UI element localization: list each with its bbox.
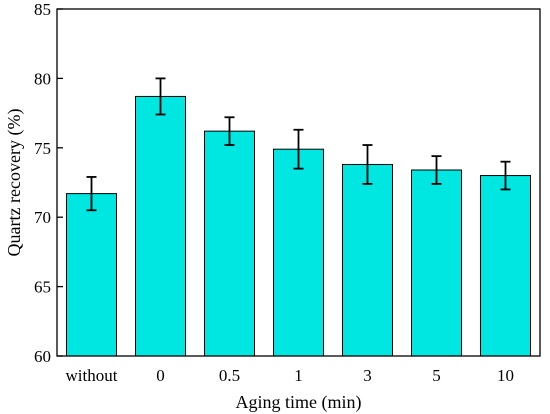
x-tick-label: without: [66, 366, 118, 385]
error-bar: [431, 155, 442, 185]
error-bar: [362, 144, 373, 185]
y-tick-label: 85: [34, 0, 51, 19]
bar-1: [273, 148, 324, 357]
error-bar: [86, 176, 97, 212]
y-tick-label: 60: [34, 347, 51, 366]
y-tick-label: 70: [34, 208, 51, 227]
x-tick-label: 5: [432, 366, 441, 385]
y-tick-label: 65: [34, 278, 51, 297]
x-tick-label: 0.5: [219, 366, 240, 385]
plot-frame: [56, 8, 541, 357]
error-bar: [155, 77, 166, 116]
bar-10: [480, 175, 531, 357]
y-tick-label: 80: [34, 69, 51, 88]
y-axis-title: Quartz recovery (%): [4, 109, 25, 257]
bars-layer: [66, 95, 531, 357]
error-bar: [500, 160, 511, 191]
y-tick-label: 75: [34, 139, 51, 158]
x-tick-label: 10: [497, 366, 514, 385]
x-tick-label: 1: [294, 366, 303, 385]
bar-0.5: [204, 130, 255, 357]
bar-without: [66, 193, 117, 357]
bar-5: [411, 169, 462, 357]
error-bars-layer: [86, 77, 511, 212]
y-axis-ticks: 60 65 70 75 80 85: [34, 0, 63, 366]
x-tick-label: 3: [363, 366, 372, 385]
x-axis-title: Aging time (min): [236, 392, 362, 413]
error-bar: [224, 116, 235, 146]
bar-0: [135, 95, 186, 357]
x-axis-ticks: without 0 0.5 1 3 5 10: [66, 366, 514, 385]
x-tick-label: 0: [156, 366, 165, 385]
error-bar: [293, 128, 304, 170]
bar-3: [342, 163, 393, 357]
